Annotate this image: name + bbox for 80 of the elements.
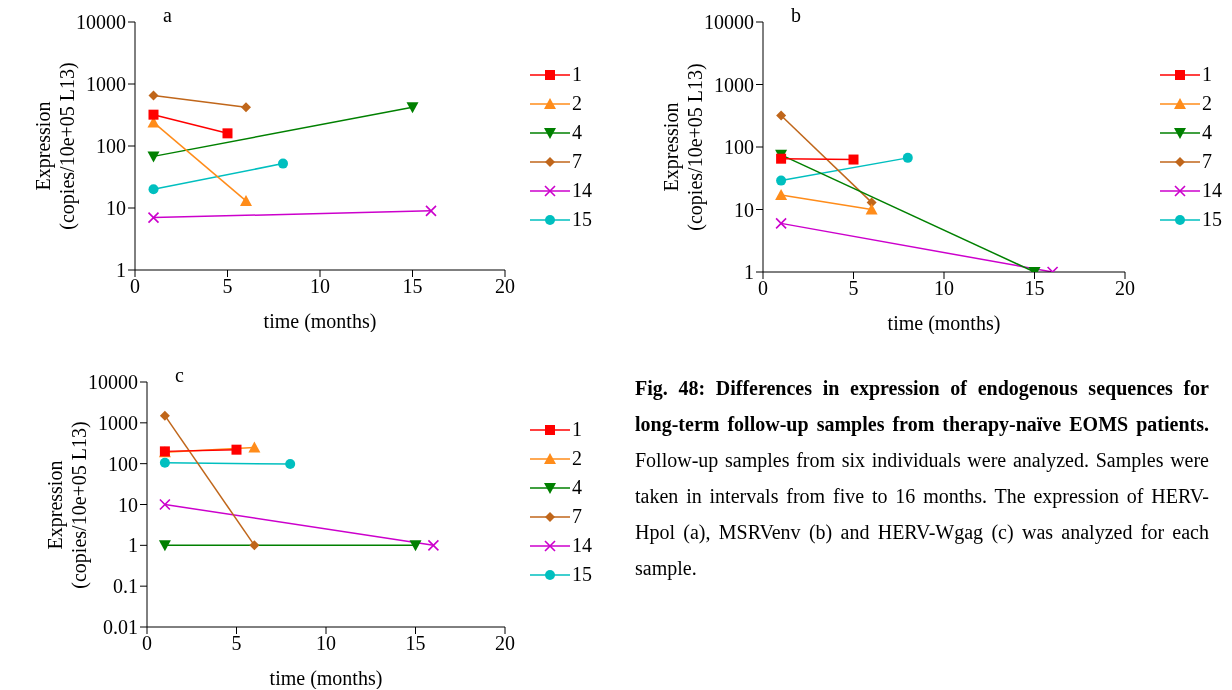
- point: [159, 410, 170, 421]
- x-axis-title: time (months): [269, 667, 383, 690]
- y-tick-label: 10000: [88, 371, 138, 394]
- x-tick-label: 20: [495, 632, 515, 655]
- x-tick-label: 20: [495, 275, 515, 298]
- point: [249, 540, 260, 551]
- y-tick-label: 10: [118, 493, 138, 516]
- point: [148, 90, 159, 101]
- legend-label: 14: [572, 179, 592, 202]
- legend-label: 15: [572, 563, 592, 586]
- text: Follow-up samples from six individuals were analyzed. Samples were taken in intervals from five to 16 months. The expression of HERV-Hpol (a), MSRVenv (b) and HERV-Wgag (c) was analyzed for each sample.: [635, 449, 1209, 579]
- legend-label: 4: [1202, 121, 1212, 144]
- y-tick-label: 100: [96, 135, 126, 158]
- x-tick-label: 5: [222, 275, 233, 298]
- point: [159, 457, 170, 468]
- legend-label: 2: [1202, 92, 1212, 115]
- point: [278, 158, 288, 169]
- x-tick-label: 20: [1115, 277, 1135, 300]
- legend-label: 14: [572, 534, 592, 557]
- legend-label: 15: [1202, 208, 1222, 231]
- y-tick-label: 1000: [98, 411, 138, 434]
- legend-label: 15: [572, 208, 592, 231]
- point: [427, 539, 440, 552]
- point: [159, 498, 171, 511]
- x-tick-label: 15: [405, 632, 426, 655]
- x-tick-label: 15: [1024, 277, 1045, 300]
- y-tick-label: 100: [108, 452, 138, 475]
- legend-label: 7: [572, 150, 582, 173]
- x-axis-title: time (months): [263, 310, 377, 333]
- y-tick-label: 100: [724, 136, 754, 159]
- legend-label: 4: [572, 121, 582, 144]
- point: [285, 459, 296, 470]
- point: [231, 444, 242, 455]
- y-tick-label: 1: [744, 261, 754, 284]
- y-tick-label: 1000: [86, 73, 126, 96]
- y-axis-title: Expression (copies/10e+05 L13): [43, 419, 91, 591]
- y-tick-label: 1: [116, 259, 126, 282]
- x-tick-label: 15: [402, 275, 423, 298]
- legend-label: 4: [572, 476, 582, 499]
- x-tick-label: 5: [848, 277, 859, 300]
- x-axis-title: time (months): [887, 312, 1001, 335]
- x-tick-label: 0: [130, 275, 140, 298]
- point: [775, 217, 787, 230]
- y-axis-title: Expression (copies/10e+05 L13): [31, 61, 79, 232]
- legend-label: 7: [1202, 150, 1212, 173]
- y-tick-label: 1000: [714, 73, 754, 96]
- y-tick-label: 0.1: [113, 575, 138, 598]
- x-tick-label: 0: [142, 632, 152, 655]
- legend-label: 1: [572, 63, 582, 86]
- y-tick-label: 10: [734, 198, 754, 221]
- x-tick-label: 10: [934, 277, 954, 300]
- x-tick-label: 0: [758, 277, 768, 300]
- legend-label: 1: [1202, 63, 1212, 86]
- chart-title: a: [163, 4, 172, 27]
- x-tick-label: 10: [310, 275, 330, 298]
- point: [776, 110, 787, 121]
- y-tick-label: 10000: [76, 11, 126, 34]
- point: [148, 184, 159, 195]
- legend-label: 2: [572, 447, 582, 470]
- point: [222, 128, 233, 139]
- chart-title: c: [175, 364, 184, 387]
- text: Fig. 48: Differences in expression of endogenous sequences for long-term follow-up samples from therapy-naïve EOMS patients.: [635, 377, 1209, 435]
- y-tick-label: 10: [106, 197, 126, 220]
- point: [848, 154, 859, 165]
- chart-title: b: [791, 4, 801, 27]
- x-tick-label: 10: [316, 632, 336, 655]
- y-tick-label: 0.01: [103, 616, 138, 639]
- x-tick-label: 5: [231, 632, 242, 655]
- legend-label: 7: [572, 505, 582, 528]
- point: [241, 102, 251, 113]
- legend-label: 1: [572, 418, 582, 441]
- point: [147, 211, 160, 224]
- point: [776, 175, 787, 186]
- point: [425, 205, 437, 217]
- point: [902, 152, 913, 163]
- y-tick-label: 10000: [704, 11, 754, 34]
- y-tick-label: 1: [128, 534, 138, 557]
- legend-label: 14: [1202, 179, 1222, 202]
- y-axis-title: Expression (copies/10e+05 L13): [659, 62, 707, 233]
- legend-label: 2: [572, 92, 582, 115]
